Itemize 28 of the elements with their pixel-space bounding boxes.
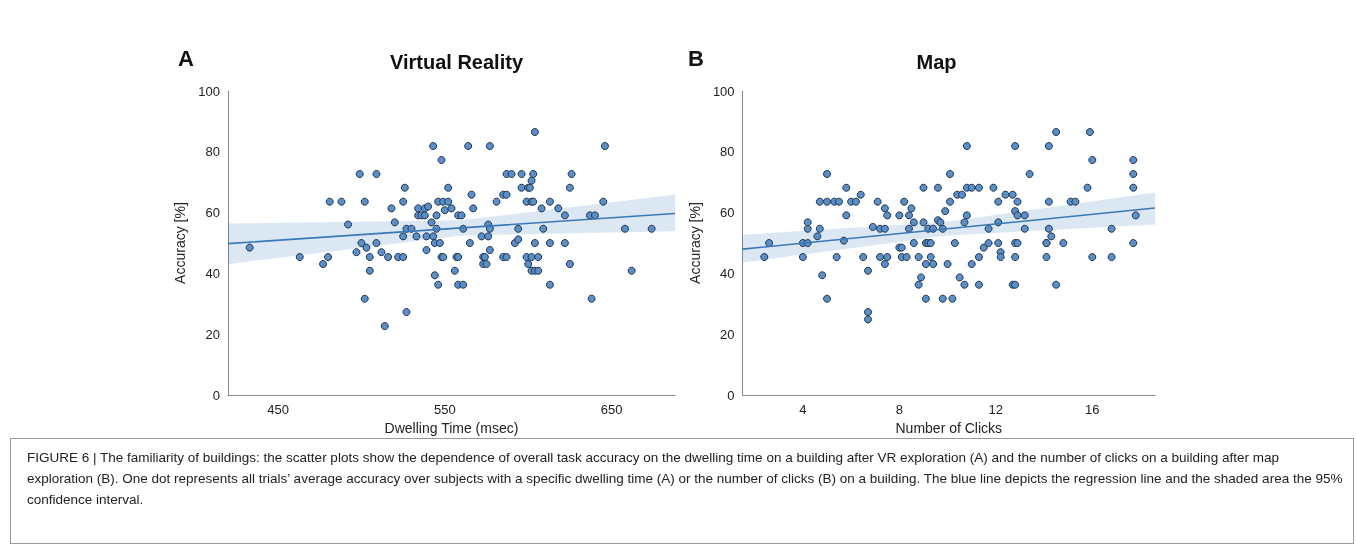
y-tick-label: 60: [720, 205, 735, 221]
y-tick-label: 60: [205, 205, 220, 221]
caption: FIGURE 6 | The familiarity of buildings: the scatter plots show the dependence of overall task accuracy on the dwelling time on a building after VR exploration (A) and the number of clicks on a building after map exploration (B). One dot represents all trials’ average accuracy over subjects with a specific dwelling time (A) or the number of clicks (B) on a building. The blue line depicts the regression line and the shaded area the 95% confidence interval.: [10, 438, 1354, 544]
y-tick-label: 20: [720, 326, 735, 342]
y-tick-label: 20: [205, 326, 220, 342]
y-tick-label: 80: [205, 144, 220, 160]
y-tick-label: 0: [212, 387, 220, 403]
y-axis-title: Accuracy [%]: [687, 202, 703, 284]
y-axis-title: Accuracy [%]: [172, 202, 189, 284]
x-tick-label: 12: [988, 402, 1004, 418]
y-tick-label: 100: [198, 83, 220, 99]
y-tick-label: 40: [205, 265, 220, 281]
x-tick-label: 650: [600, 402, 623, 418]
x-tick-label: 8: [895, 402, 903, 418]
x-axis-title: Dwelling Time (msec): [384, 420, 519, 436]
y-tick-label: 0: [727, 387, 735, 403]
y-tick-label: 40: [720, 265, 735, 281]
x-tick-label: 450: [267, 402, 289, 418]
text: A: [178, 45, 194, 71]
text: B: [688, 45, 704, 71]
chart-title: Map: [916, 51, 957, 73]
y-tick-label: 100: [712, 83, 735, 99]
chart-title: Virtual Reality: [389, 51, 524, 73]
x-tick-label: 550: [433, 402, 456, 418]
x-tick-label: 4: [799, 402, 807, 418]
x-axis-title: Number of Clicks: [895, 420, 1003, 436]
y-tick-label: 80: [720, 144, 735, 160]
x-tick-label: 16: [1085, 402, 1100, 418]
